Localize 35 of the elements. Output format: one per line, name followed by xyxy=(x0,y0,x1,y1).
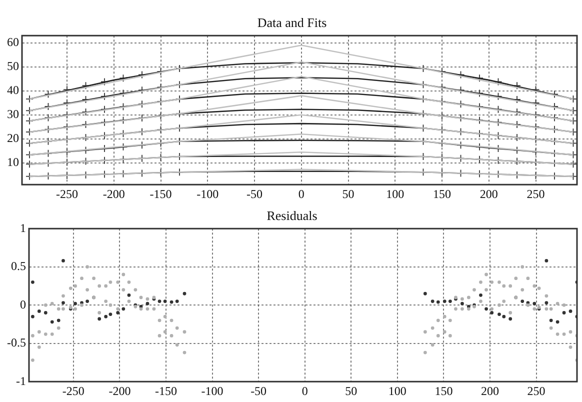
x-tick-label: 200 xyxy=(480,186,498,201)
x-tick-label: -250 xyxy=(62,384,84,398)
y-tick-label: 0 xyxy=(20,297,26,312)
x-tick-label: 250 xyxy=(526,186,545,201)
x-tick-label: 250 xyxy=(527,384,546,398)
y-tick-label: 20 xyxy=(7,131,19,146)
x-tick-label: -100 xyxy=(201,384,224,398)
x-tick-label: -100 xyxy=(196,186,219,201)
y-tick-label: 40 xyxy=(7,83,19,98)
x-tick-label: -200 xyxy=(102,186,125,201)
y-tick-label: -1 xyxy=(16,374,26,388)
y-tick-label: -0.5 xyxy=(6,336,26,350)
x-tick-label: 50 xyxy=(342,186,354,201)
x-tick-label: 150 xyxy=(434,384,453,398)
x-tick-label: -200 xyxy=(108,384,131,398)
x-tick-label: -50 xyxy=(246,186,262,201)
chart-title: Residuals xyxy=(266,208,318,224)
x-tick-label: 0 xyxy=(302,384,308,398)
y-tick-label: 50 xyxy=(7,59,19,73)
y-tick-label: 30 xyxy=(7,107,19,122)
y-tick-label: 1 xyxy=(20,220,26,235)
chart-title: Data and Fits xyxy=(257,15,327,30)
x-tick-label: 150 xyxy=(433,186,451,201)
x-tick-label: -250 xyxy=(56,186,78,201)
y-tick-label: 60 xyxy=(7,34,19,49)
x-tick-label: 50 xyxy=(345,384,358,398)
x-tick-label: -150 xyxy=(154,384,177,398)
y-tick-label: 0.5 xyxy=(10,259,26,274)
x-tick-label: 0 xyxy=(298,186,304,201)
y-tick-label: 10 xyxy=(7,155,19,170)
x-tick-label: -150 xyxy=(150,186,172,201)
x-tick-label: 100 xyxy=(388,384,406,398)
x-tick-label: -50 xyxy=(250,384,267,398)
x-tick-label: 100 xyxy=(386,186,404,201)
x-tick-label: 200 xyxy=(480,384,499,398)
